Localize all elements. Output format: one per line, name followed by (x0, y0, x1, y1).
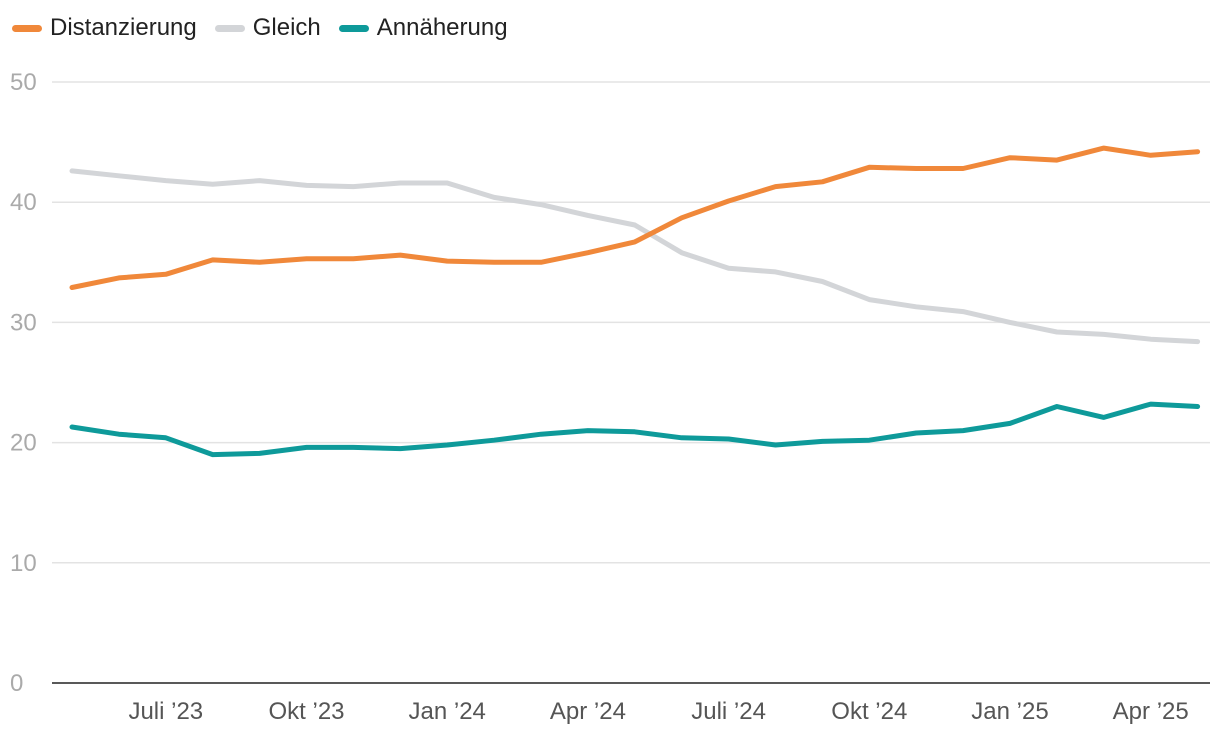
series-line-gleich (69, 168, 1201, 345)
y-tick-label-40: 40 (10, 189, 37, 216)
y-tick-label-20: 20 (10, 430, 37, 457)
legend-item-distanzierung: Distanzierung (12, 14, 197, 42)
y-tick-label-10: 10 (10, 550, 37, 577)
series-line-annherung (69, 401, 1201, 458)
x-tick-label-3: Apr ’24 (550, 698, 626, 725)
legend: Distanzierung Gleich Annäherung (12, 14, 508, 42)
x-tick-label-2: Jan ’24 (409, 698, 486, 725)
y-tick-label-50: 50 (10, 69, 37, 96)
x-tick-label-4: Juli ’24 (691, 698, 766, 725)
legend-swatch-distanzierung (12, 24, 42, 32)
legend-item-gleich: Gleich (214, 14, 321, 42)
series-line-distanzierung (69, 145, 1201, 290)
x-tick-label-7: Apr ’25 (1113, 698, 1189, 725)
legend-item-annaeherung: Annäherung (338, 14, 508, 42)
x-tick-label-0: Juli ’23 (128, 698, 203, 725)
legend-label-annaeherung: Annäherung (376, 14, 508, 41)
y-tick-label-30: 30 (10, 309, 37, 336)
x-tick-label-1: Okt ’23 (268, 698, 344, 725)
legend-swatch-annaeherung (338, 24, 369, 32)
legend-label-gleich: Gleich (252, 14, 321, 41)
y-tick-label-0: 0 (10, 670, 23, 697)
legend-swatch-gleich (214, 24, 245, 32)
x-tick-label-5: Okt ’24 (831, 698, 907, 725)
legend-label-distanzierung: Distanzierung (50, 14, 197, 41)
x-tick-label-6: Jan ’25 (971, 698, 1048, 725)
